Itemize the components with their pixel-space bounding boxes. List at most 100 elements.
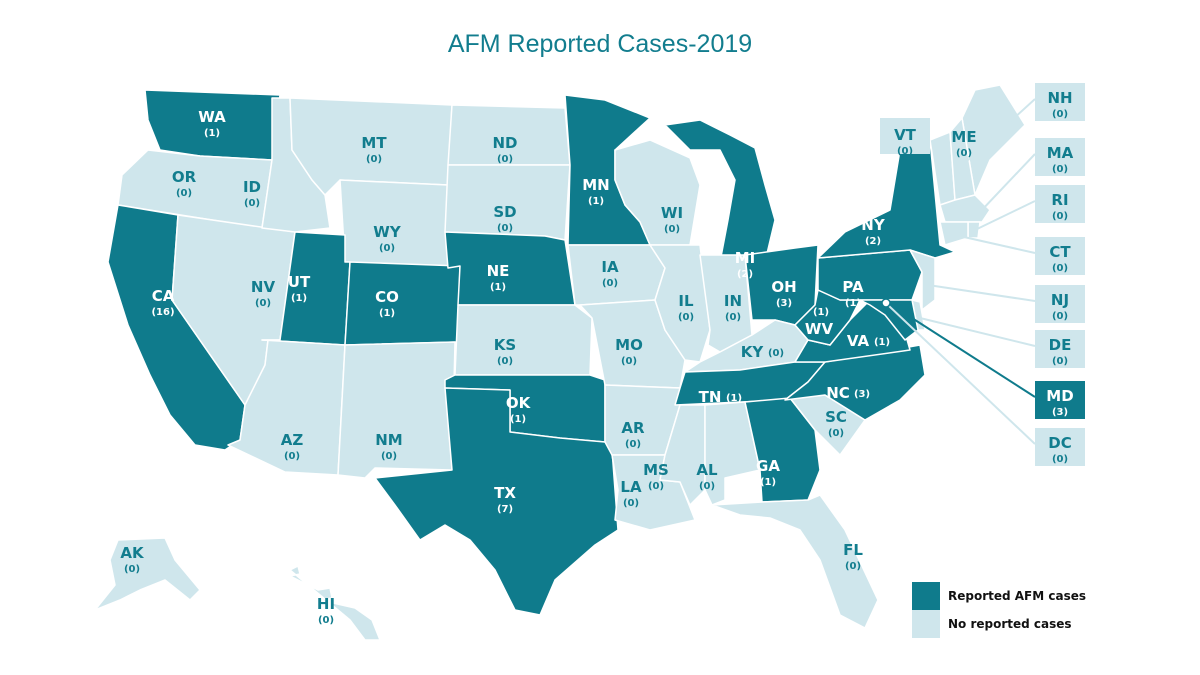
state-label-or: OR xyxy=(172,168,197,186)
state-label-nc: NC xyxy=(826,384,850,402)
leader-line-ri xyxy=(974,200,1036,231)
state-label-wi: WI xyxy=(661,204,683,222)
state-label-co: CO xyxy=(375,288,399,306)
state-label-ok: OK xyxy=(506,394,532,412)
label-box-md xyxy=(1035,381,1085,419)
case-count-vt: (0) xyxy=(897,146,913,157)
case-count-ok: (1) xyxy=(510,414,526,425)
state-label-nv: NV xyxy=(251,278,276,296)
case-count-nj: (0) xyxy=(1052,311,1068,322)
case-count-ma: (0) xyxy=(1052,164,1068,175)
case-count-id: (0) xyxy=(244,198,260,209)
case-count-ar: (0) xyxy=(625,439,641,450)
state-nm xyxy=(337,341,456,479)
case-count-ky: (0) xyxy=(768,348,784,359)
state-label-ca: CA xyxy=(152,287,175,305)
case-count-sc: (0) xyxy=(828,428,844,439)
state-ks xyxy=(454,304,593,376)
case-count-nm: (0) xyxy=(381,451,397,462)
case-count-ri: (0) xyxy=(1052,211,1068,222)
legend: Reported AFM cases No reported cases xyxy=(912,582,1086,638)
case-count-wa: (1) xyxy=(204,128,220,139)
dc-marker-icon xyxy=(881,298,891,308)
case-count-dc: (0) xyxy=(1052,454,1068,465)
state-label-ky: KY xyxy=(741,343,765,361)
state-label-al: AL xyxy=(696,461,718,479)
case-count-mt: (0) xyxy=(366,154,382,165)
state-label-pa: PA xyxy=(842,278,864,296)
case-count-mo: (0) xyxy=(621,356,637,367)
state-ak xyxy=(94,537,201,611)
state-ms xyxy=(659,404,706,506)
case-count-pa: (1) xyxy=(845,298,861,309)
label-box-dc xyxy=(1035,428,1085,466)
state-label-nm: NM xyxy=(375,431,402,449)
state-label-ma: MA xyxy=(1047,144,1074,162)
state-label-hi: HI xyxy=(317,595,335,613)
state-ri xyxy=(967,221,981,239)
case-count-me: (0) xyxy=(956,148,972,159)
state-label-va: VA xyxy=(847,332,870,350)
legend-swatch-reported xyxy=(912,582,940,610)
case-count-ca: (16) xyxy=(151,307,174,318)
label-box-nh xyxy=(1035,83,1085,121)
case-count-tn: (1) xyxy=(726,393,742,404)
leader-line-de xyxy=(919,317,1036,347)
state-label-ri: RI xyxy=(1051,191,1068,209)
case-count-hi: (0) xyxy=(318,615,334,626)
case-count-fl: (0) xyxy=(845,561,861,572)
state-label-az: AZ xyxy=(281,431,304,449)
state-label-ut: UT xyxy=(288,273,311,291)
case-count-ga: (1) xyxy=(760,477,776,488)
legend-item-none: No reported cases xyxy=(912,610,1086,638)
state-label-ar: AR xyxy=(621,419,645,437)
case-count-wv: (1) xyxy=(813,307,829,318)
state-label-mn: MN xyxy=(582,176,609,194)
case-count-mi: (2) xyxy=(737,269,753,280)
case-count-tx: (7) xyxy=(497,504,513,515)
label-box-nj xyxy=(1035,285,1085,323)
case-count-nc: (3) xyxy=(854,389,870,400)
leader-line-ct xyxy=(954,234,1036,254)
state-label-tx: TX xyxy=(494,484,516,502)
case-count-or: (0) xyxy=(176,188,192,199)
case-count-ia: (0) xyxy=(602,278,618,289)
state-label-ks: KS xyxy=(494,336,516,354)
state-label-ny: NY xyxy=(861,216,886,234)
state-label-sc: SC xyxy=(825,408,847,426)
state-nj xyxy=(909,249,936,311)
state-ct xyxy=(939,221,969,246)
case-count-oh: (3) xyxy=(776,298,792,309)
label-box-de xyxy=(1035,330,1085,368)
case-count-ny: (2) xyxy=(865,236,881,247)
state-label-ne: NE xyxy=(487,262,510,280)
case-count-co: (1) xyxy=(379,308,395,319)
case-count-md: (3) xyxy=(1052,407,1068,418)
state-label-tn: TN xyxy=(699,388,722,406)
state-label-de: DE xyxy=(1049,336,1072,354)
case-count-il: (0) xyxy=(678,312,694,323)
label-box-ri xyxy=(1035,185,1085,223)
case-count-la: (0) xyxy=(623,498,639,509)
legend-label: No reported cases xyxy=(948,617,1072,631)
state-label-mi: MI xyxy=(735,249,756,267)
state-nc xyxy=(784,344,926,421)
case-count-al: (0) xyxy=(699,481,715,492)
state-label-ia: IA xyxy=(601,258,619,276)
case-count-nh: (0) xyxy=(1052,109,1068,120)
state-co xyxy=(344,261,461,346)
state-label-ct: CT xyxy=(1049,243,1071,261)
state-fl xyxy=(711,494,879,629)
legend-label: Reported AFM cases xyxy=(948,589,1087,603)
legend-swatch-none xyxy=(912,610,940,638)
state-hi xyxy=(289,565,381,641)
case-count-ut: (1) xyxy=(291,293,307,304)
leader-line-md xyxy=(911,317,1036,398)
leader-line-nh xyxy=(967,98,1036,161)
state-label-wa: WA xyxy=(198,108,226,126)
state-label-vt: VT xyxy=(894,126,917,144)
state-label-dc: DC xyxy=(1048,434,1071,452)
state-label-me: ME xyxy=(951,128,976,146)
label-box-ma xyxy=(1035,138,1085,176)
state-label-mo: MO xyxy=(615,336,643,354)
